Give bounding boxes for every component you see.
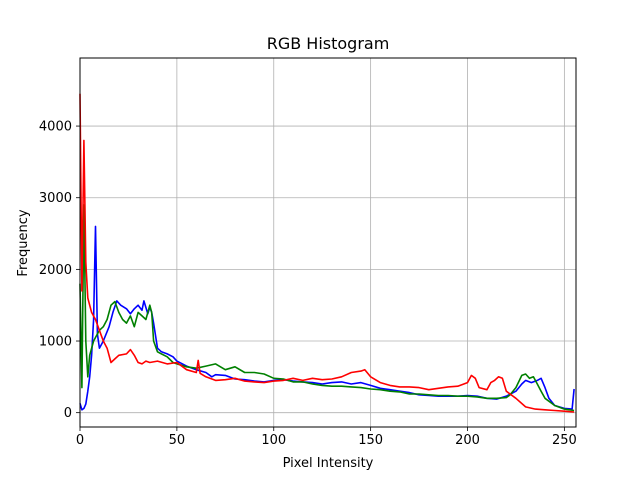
plot-frame [79, 57, 577, 428]
y-tick-label: 1000 [39, 335, 72, 350]
green-channel-line [79, 204, 575, 412]
x-axis-label: Pixel Intensity [283, 456, 374, 471]
axis-ticks: 0 50 100 150 200 250 0 1000 2000 3000 4000 [39, 120, 577, 448]
x-tick-label: 200 [455, 433, 480, 448]
y-tick-label: 3000 [39, 191, 72, 206]
x-tick-label: 150 [358, 433, 383, 448]
x-tick-label: 100 [261, 433, 286, 448]
red-channel-line [79, 93, 575, 413]
y-tick-label: 0 [64, 406, 72, 421]
y-axis-label: Frequency [16, 209, 31, 276]
y-tick-label: 4000 [39, 120, 72, 135]
x-tick-label: 0 [76, 433, 84, 448]
chart-title: RGB Histogram [267, 34, 390, 53]
y-tick-label: 2000 [39, 263, 72, 278]
x-tick-label: 50 [169, 433, 186, 448]
series-lines [79, 93, 575, 413]
x-tick-label: 250 [552, 433, 577, 448]
grid-lines [79, 58, 576, 427]
